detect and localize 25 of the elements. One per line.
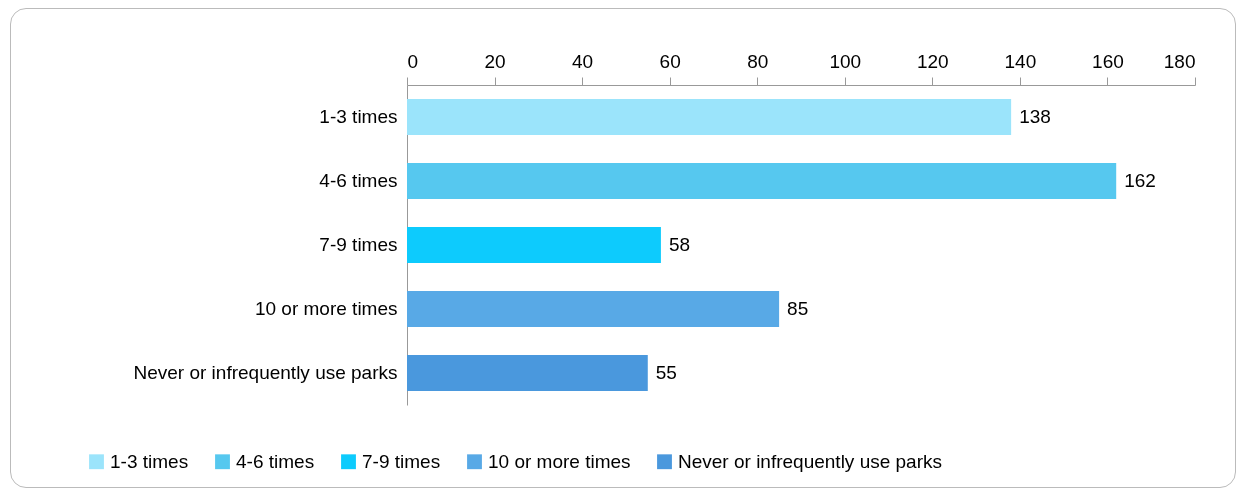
y-tick-label: 4-6 times [319, 170, 398, 191]
data-label: 58 [668, 234, 691, 255]
x-tick-label: 160 [1092, 50, 1124, 72]
x-tick-label: 100 [829, 50, 862, 72]
legend-label: Never or infrequently use parks [678, 450, 943, 472]
x-tick-label: 120 [916, 50, 949, 72]
y-tick-label: Never or infrequently use parks [133, 362, 398, 383]
legend-label: 1-3 times [110, 450, 189, 472]
y-tick-label: 7-9 times [319, 234, 398, 255]
legend-label: 4-6 times [236, 450, 315, 472]
y-tick-label: 10 or more times [254, 298, 398, 319]
x-tick-label: 40 [572, 50, 594, 72]
legend-label: 7-9 times [362, 450, 441, 472]
data-label: 55 [655, 362, 677, 383]
x-tick-label: 60 [659, 50, 681, 72]
x-tick-label: 80 [747, 50, 769, 72]
data-label: 162 [1124, 170, 1156, 191]
x-tick-label: 20 [484, 50, 506, 72]
data-label: 138 [1019, 106, 1051, 127]
x-tick-label: 180 [1163, 50, 1196, 72]
x-tick-label: 140 [1004, 50, 1037, 72]
x-tick-label: 0 [407, 50, 419, 72]
legend-label: 10 or more times [488, 450, 631, 472]
data-label: 85 [787, 298, 809, 319]
y-tick-label: 1-3 times [319, 106, 398, 127]
